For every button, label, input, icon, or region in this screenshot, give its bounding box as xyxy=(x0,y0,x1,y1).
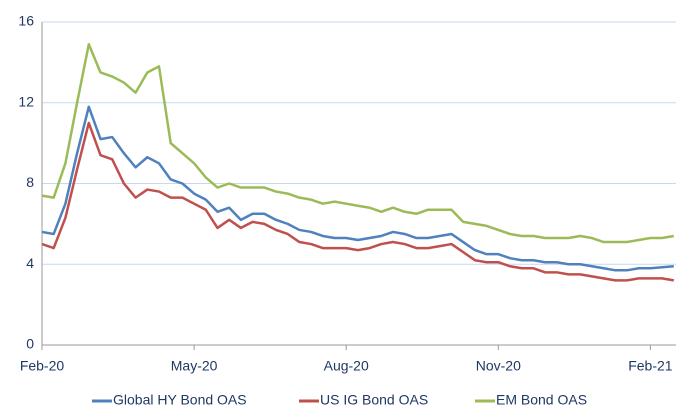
x-tick-label: Nov-20 xyxy=(476,358,521,374)
legend-label: US IG Bond OAS xyxy=(320,392,428,408)
y-tick-label: 4 xyxy=(26,255,34,271)
x-tick-label: Feb-20 xyxy=(20,358,65,374)
x-tick-label: May-20 xyxy=(171,358,218,374)
y-tick-label: 8 xyxy=(26,174,34,190)
y-tick-label: 0 xyxy=(26,336,34,352)
series-line xyxy=(41,105,674,272)
series-line xyxy=(41,121,675,282)
legend-label: Global HY Bond OAS xyxy=(113,392,247,408)
y-tick-label: 12 xyxy=(18,93,34,109)
series-line xyxy=(41,42,675,244)
x-tick-label: Aug-20 xyxy=(324,358,369,374)
x-tick-label: Feb-21 xyxy=(628,358,673,374)
legend-label: EM Bond OAS xyxy=(496,392,587,408)
y-tick-label: 16 xyxy=(18,13,34,29)
